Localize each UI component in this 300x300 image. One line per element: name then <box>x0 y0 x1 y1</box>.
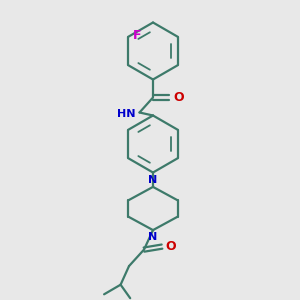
Text: N: N <box>148 232 158 242</box>
Text: N: N <box>148 176 158 185</box>
Text: O: O <box>173 91 184 104</box>
Text: HN: HN <box>117 109 136 119</box>
Text: F: F <box>133 29 141 42</box>
Text: O: O <box>166 240 176 253</box>
